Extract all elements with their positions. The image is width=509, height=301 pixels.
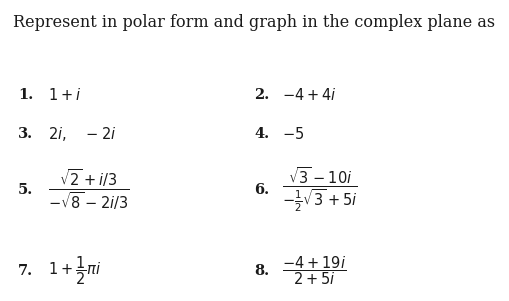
Text: $-5$: $-5$ — [282, 126, 305, 142]
Text: $\dfrac{\sqrt{3} - 10i}{-\frac{1}{2}\sqrt{3} + 5i}$: $\dfrac{\sqrt{3} - 10i}{-\frac{1}{2}\sqr… — [282, 165, 358, 214]
Text: 6.: 6. — [254, 183, 270, 197]
Text: $1 + i$: $1 + i$ — [48, 87, 81, 103]
Text: $1 + \dfrac{1}{2}\pi i$: $1 + \dfrac{1}{2}\pi i$ — [48, 255, 101, 287]
Text: 8.: 8. — [254, 264, 270, 278]
Text: Represent in polar form and graph in the complex plane as: Represent in polar form and graph in the… — [13, 14, 496, 30]
Text: 2.: 2. — [254, 88, 270, 102]
Text: $\dfrac{-4 + 19i}{2 + 5i}$: $\dfrac{-4 + 19i}{2 + 5i}$ — [282, 255, 347, 287]
Text: 4.: 4. — [254, 127, 270, 141]
Text: $-4 + 4i$: $-4 + 4i$ — [282, 87, 337, 103]
Text: 5.: 5. — [18, 183, 33, 197]
Text: 3.: 3. — [18, 127, 33, 141]
Text: 7.: 7. — [18, 264, 33, 278]
Text: 1.: 1. — [18, 88, 33, 102]
Text: $2i, \quad -2i$: $2i, \quad -2i$ — [48, 125, 117, 143]
Text: $\dfrac{\sqrt{2} + i/3}{-\sqrt{8} - 2i/3}$: $\dfrac{\sqrt{2} + i/3}{-\sqrt{8} - 2i/3… — [48, 167, 130, 212]
